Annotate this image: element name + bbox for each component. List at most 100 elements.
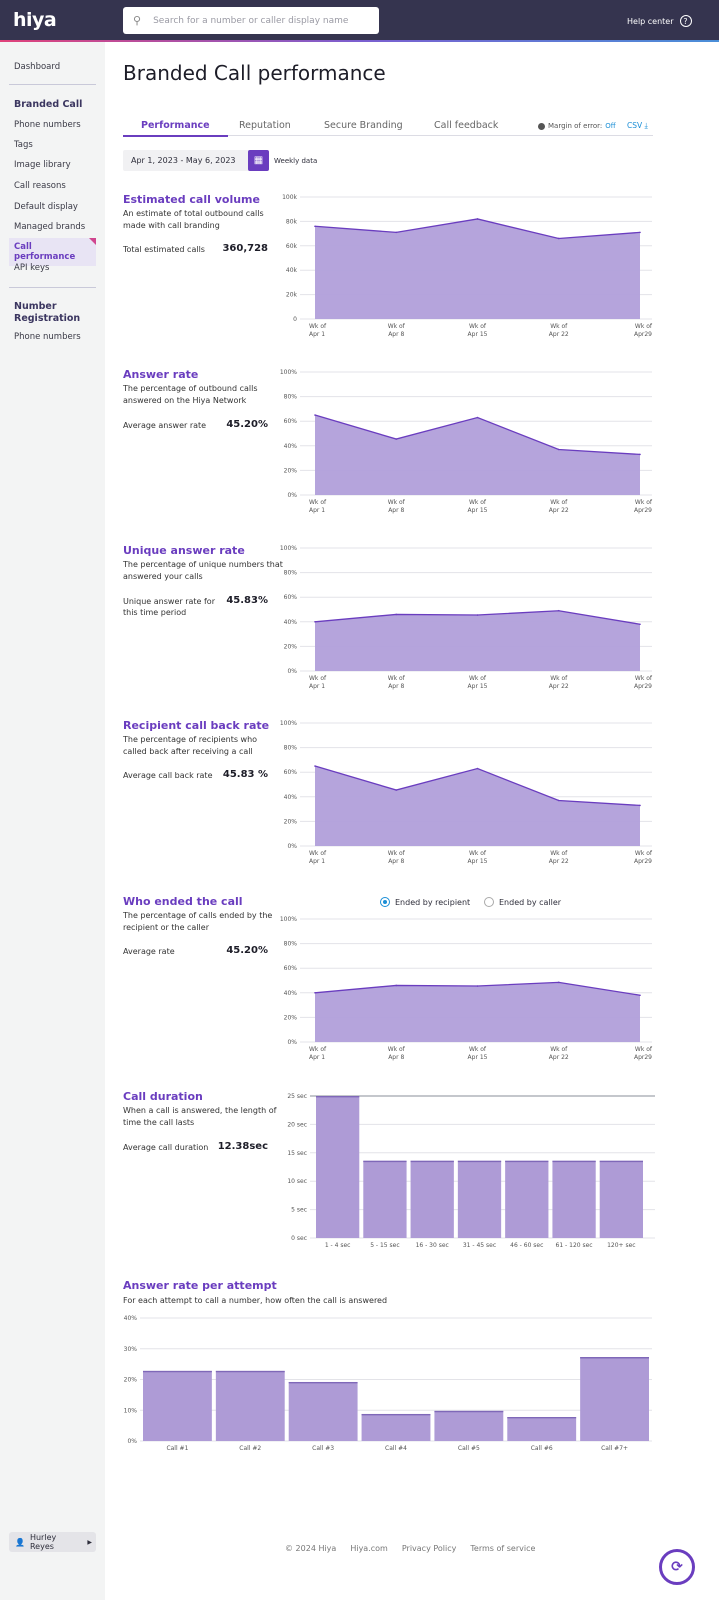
- x-tick-label: Call #6: [531, 1445, 553, 1452]
- x-tick-label: Wk of: [550, 675, 568, 682]
- help-center-link[interactable]: Help center?: [627, 15, 692, 27]
- tab-call-feedback[interactable]: Call feedback: [434, 120, 499, 131]
- tab-secure-branding[interactable]: Secure Branding: [324, 120, 403, 131]
- help-icon: ?: [679, 15, 692, 27]
- x-tick-label: 1 - 4 sec: [325, 1242, 351, 1249]
- x-tick-label: Apr 15: [468, 1054, 488, 1061]
- x-tick-label: Apr 15: [468, 683, 488, 690]
- metric-value: 12.38sec: [217, 1141, 268, 1152]
- bar: [507, 1417, 577, 1441]
- y-tick-label: 10%: [124, 1407, 138, 1414]
- bar: [599, 1160, 643, 1238]
- x-tick-label: 61 - 120 sec: [556, 1242, 593, 1249]
- footer-link-hiya[interactable]: Hiya.com: [350, 1544, 388, 1553]
- tab-performance[interactable]: Performance: [123, 120, 228, 137]
- x-tick-label: Apr 22: [549, 858, 569, 865]
- metric-value: 45.83%: [226, 595, 268, 606]
- x-tick-label: Wk of: [550, 499, 568, 506]
- csv-label: CSV: [627, 121, 643, 130]
- sidebar-item-call-reasons[interactable]: Call reasons: [14, 181, 66, 191]
- x-tick-label: Apr29: [634, 683, 652, 690]
- x-tick-label: Wk of: [635, 323, 653, 330]
- x-tick-label: Apr 1: [309, 858, 325, 865]
- section-title: Answer rate per attempt: [123, 1279, 277, 1292]
- top-bar: hiya ⚲ Search for a number or caller disp…: [0, 0, 719, 42]
- radio-ended-by-caller[interactable]: Ended by caller: [484, 897, 561, 907]
- y-tick-label: 20%: [124, 1377, 138, 1384]
- x-tick-label: Apr 22: [549, 683, 569, 690]
- help-center-label: Help center: [627, 16, 674, 26]
- y-tick-label: 20%: [284, 1014, 298, 1021]
- tab-reputation[interactable]: Reputation: [239, 120, 291, 131]
- sidebar-item-managed-brands[interactable]: Managed brands: [14, 222, 86, 232]
- area-fill: [315, 766, 640, 846]
- x-tick-label: Wk of: [635, 850, 653, 857]
- sidebar-item-registration-phone-numbers[interactable]: Phone numbers: [14, 332, 81, 342]
- data-point: [476, 218, 479, 220]
- x-tick-label: Wk of: [309, 323, 327, 330]
- chat-support-button[interactable]: ⟳: [659, 1549, 695, 1585]
- radio-label: Ended by caller: [499, 897, 562, 907]
- sidebar-item-default-display[interactable]: Default display: [14, 202, 78, 212]
- bar: [580, 1357, 649, 1441]
- y-tick-label: 60%: [284, 594, 298, 601]
- calendar-icon[interactable]: ▦: [248, 150, 269, 171]
- sidebar-item-phone-numbers[interactable]: Phone numbers: [14, 120, 81, 130]
- section-description: An estimate of total outbound calls made…: [123, 209, 264, 230]
- sidebar-item-api-keys[interactable]: API keys: [14, 263, 50, 273]
- x-tick-label: Wk of: [550, 1046, 568, 1053]
- footer: © 2024 Hiya Hiya.com Privacy Policy Term…: [285, 1544, 535, 1553]
- sidebar-item-image-library[interactable]: Image library: [14, 160, 71, 170]
- radio-ended-by-recipient[interactable]: Ended by recipient: [380, 897, 470, 907]
- x-tick-label: Wk of: [469, 323, 487, 330]
- x-tick-label: Call #5: [458, 1445, 480, 1452]
- x-tick-label: Apr 22: [549, 331, 569, 338]
- y-tick-label: 60%: [284, 769, 298, 776]
- answer-rate-per-attempt-chart: 0% 10% 20% 30% 40% Call #1 Call #2 Call #3 Call …: [124, 1315, 652, 1452]
- x-tick-label: Apr29: [634, 858, 652, 865]
- y-tick-label: 10 sec: [287, 1178, 307, 1185]
- user-icon: 👤: [15, 1537, 25, 1547]
- x-tick-label: Apr29: [634, 331, 652, 338]
- bar: [363, 1160, 407, 1238]
- sidebar-item-tags[interactable]: Tags: [14, 140, 33, 150]
- margin-value: Off: [605, 122, 616, 130]
- hiya-logo[interactable]: hiya: [13, 9, 57, 31]
- area-fill: [315, 218, 640, 319]
- y-tick-label: 40k: [286, 267, 298, 274]
- section-description: For each attempt to call a number, how o…: [123, 1296, 388, 1305]
- data-point: [557, 981, 560, 984]
- x-tick-label: Apr 8: [388, 507, 404, 514]
- x-tick-label: Apr 22: [549, 1054, 569, 1061]
- user-menu-button[interactable]: 👤 Hurley Reyes ▶: [9, 1532, 96, 1552]
- x-tick-label: Wk of: [635, 499, 653, 506]
- x-tick-label: Call #3: [312, 1445, 334, 1452]
- x-tick-label: Wk of: [309, 850, 327, 857]
- caret-right-icon: ▶: [87, 1538, 92, 1546]
- footer-link-terms[interactable]: Terms of service: [470, 1544, 536, 1553]
- sidebar-item-dashboard[interactable]: Dashboard: [14, 62, 61, 72]
- x-tick-label: Wk of: [388, 675, 406, 682]
- y-tick-label: 20k: [286, 292, 298, 299]
- y-tick-label: 25 sec: [287, 1093, 307, 1100]
- metric-value: 45.20%: [226, 945, 268, 956]
- x-tick-label: Apr 15: [468, 858, 488, 865]
- search-input[interactable]: ⚲ Search for a number or caller display n…: [123, 7, 379, 34]
- csv-download-button[interactable]: CSV ⤓: [627, 121, 648, 131]
- margin-of-error-toggle[interactable]: Margin of error: Off: [538, 122, 616, 130]
- date-range-input[interactable]: Apr 1, 2023 - May 6, 2023: [123, 150, 269, 171]
- area-fill: [315, 610, 640, 671]
- bar: [552, 1160, 596, 1238]
- sidebar-item-call-performance[interactable]: Call performance: [9, 238, 96, 266]
- sidebar-divider: [9, 84, 96, 85]
- section-description: The percentage of outbound calls answere…: [123, 384, 258, 405]
- search-icon: ⚲: [133, 14, 142, 27]
- x-tick-label: Wk of: [469, 675, 487, 682]
- y-tick-label: 20%: [284, 643, 298, 650]
- footer-link-privacy[interactable]: Privacy Policy: [401, 1544, 457, 1553]
- x-tick-label: Wk of: [309, 1046, 327, 1053]
- data-point: [557, 799, 560, 802]
- y-tick-label: 30%: [124, 1346, 138, 1353]
- y-tick-label: 80k: [286, 218, 298, 225]
- area-fill: [315, 415, 640, 495]
